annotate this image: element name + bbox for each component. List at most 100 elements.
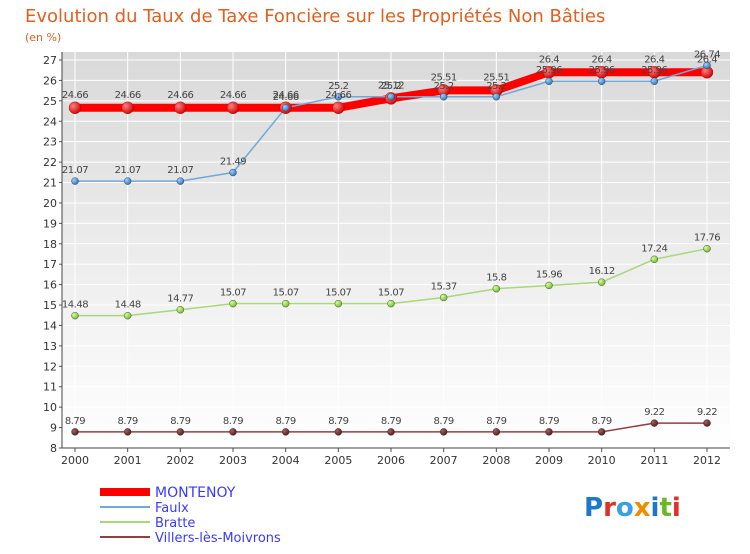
data-point: [281, 299, 290, 308]
x-tick-label: 2005: [324, 454, 352, 467]
data-point: [492, 285, 501, 293]
y-tick-label: 23: [43, 136, 57, 149]
data-point: [545, 281, 553, 290]
data-point: [71, 428, 79, 436]
data-point: [492, 428, 501, 436]
data-point: [439, 293, 448, 302]
x-tick-label: 2000: [61, 454, 89, 467]
data-label: 24.66: [273, 92, 299, 103]
data-label: 9.22: [644, 407, 664, 418]
y-tick-label: 18: [43, 238, 57, 251]
y-tick-label: 13: [43, 340, 57, 353]
x-tick-label: 2003: [219, 454, 247, 467]
data-label: 9.22: [697, 407, 717, 418]
x-tick-label: 2006: [377, 454, 405, 467]
data-point: [387, 93, 395, 101]
data-label: 26.4: [592, 54, 612, 65]
y-tick-label: 11: [43, 381, 57, 394]
chart-title: Evolution du Taux de Taxe Foncière sur l…: [25, 6, 605, 27]
data-point: [226, 101, 240, 114]
axes: 8 9 10 11 12 13 14 15 16 17 18 19 20 21 22 23 24 25 26 27 20…: [43, 52, 730, 467]
data-point: [650, 77, 659, 85]
data-point: [68, 101, 82, 114]
x-tick-label: 2010: [588, 454, 616, 467]
data-point: [334, 93, 343, 101]
data-label: 15.07: [378, 288, 404, 299]
data-point: [229, 428, 237, 436]
data-label: 15.8: [486, 273, 506, 284]
y-tick-label: 26: [43, 74, 57, 87]
y-tick-label: 20: [43, 197, 57, 210]
data-label: 25.12: [378, 80, 404, 91]
data-point: [703, 419, 711, 427]
data-label: 21.07: [115, 165, 141, 176]
data-label: 24.66: [167, 90, 193, 101]
data-point: [281, 104, 290, 112]
data-point: [597, 428, 606, 436]
data-point: [334, 299, 343, 308]
y-tick-label: 27: [43, 54, 57, 67]
data-point: [229, 299, 237, 308]
data-point: [439, 428, 448, 436]
data-label: 15.96: [536, 269, 562, 280]
legend-label: Bratte: [155, 516, 195, 531]
data-label: 25.96: [589, 65, 615, 76]
data-point: [176, 428, 185, 436]
data-point: [597, 278, 606, 286]
data-label: 21.07: [62, 165, 88, 176]
data-point: [123, 428, 132, 436]
data-point: [545, 77, 553, 85]
data-point: [121, 101, 134, 114]
data-label: 14.77: [167, 294, 193, 305]
data-label: 25.2: [328, 81, 348, 92]
proxiti-logo: Proxiti: [584, 493, 681, 523]
grid-lines: [62, 52, 730, 449]
chart-subtitle: (en %): [25, 31, 61, 44]
y-tick-label: 17: [43, 258, 57, 271]
data-point: [332, 101, 345, 114]
x-tick-label: 2012: [693, 454, 721, 467]
data-point: [650, 255, 659, 264]
data-label: 21.07: [167, 165, 193, 176]
data-label: 26.4: [697, 54, 717, 65]
data-label: 8.79: [170, 416, 190, 427]
y-tick-label: 10: [43, 401, 57, 414]
y-tick-label: 12: [43, 360, 57, 373]
data-point: [597, 77, 606, 85]
data-label: 15.07: [325, 288, 351, 299]
y-tick-label: 16: [43, 279, 57, 292]
data-label: 26.4: [644, 54, 664, 65]
x-tick-label: 2009: [535, 454, 563, 467]
data-label: 24.66: [220, 90, 246, 101]
data-label: 25.2: [434, 81, 454, 92]
x-tick-label: 2001: [114, 454, 142, 467]
data-point: [281, 428, 290, 436]
data-label: 8.79: [328, 416, 348, 427]
y-tick-label: 8: [50, 442, 57, 455]
y-tick-label: 19: [43, 217, 57, 230]
data-point: [387, 428, 395, 436]
y-tick-label: 14: [43, 319, 57, 332]
data-point: [174, 101, 187, 114]
y-tick-label: 15: [43, 299, 57, 312]
data-label: 17.24: [641, 243, 667, 254]
data-label: 17.76: [694, 233, 720, 244]
legend-label: Villers-lès-Moivrons: [155, 531, 281, 546]
data-label: 26.74: [694, 49, 720, 60]
plot-area: [62, 52, 730, 448]
x-tick-label: 2004: [272, 454, 300, 467]
y-tick-label: 21: [43, 177, 57, 190]
data-point: [703, 244, 711, 253]
data-label: 26.4: [539, 54, 559, 65]
data-label: 24.66: [273, 90, 299, 101]
data-point: [650, 419, 659, 427]
data-point: [71, 311, 79, 320]
data-label: 8.79: [434, 416, 454, 427]
data-label: 8.79: [223, 416, 243, 427]
data-label: 8.79: [118, 416, 138, 427]
data-point: [123, 311, 132, 320]
data-point: [229, 168, 237, 177]
